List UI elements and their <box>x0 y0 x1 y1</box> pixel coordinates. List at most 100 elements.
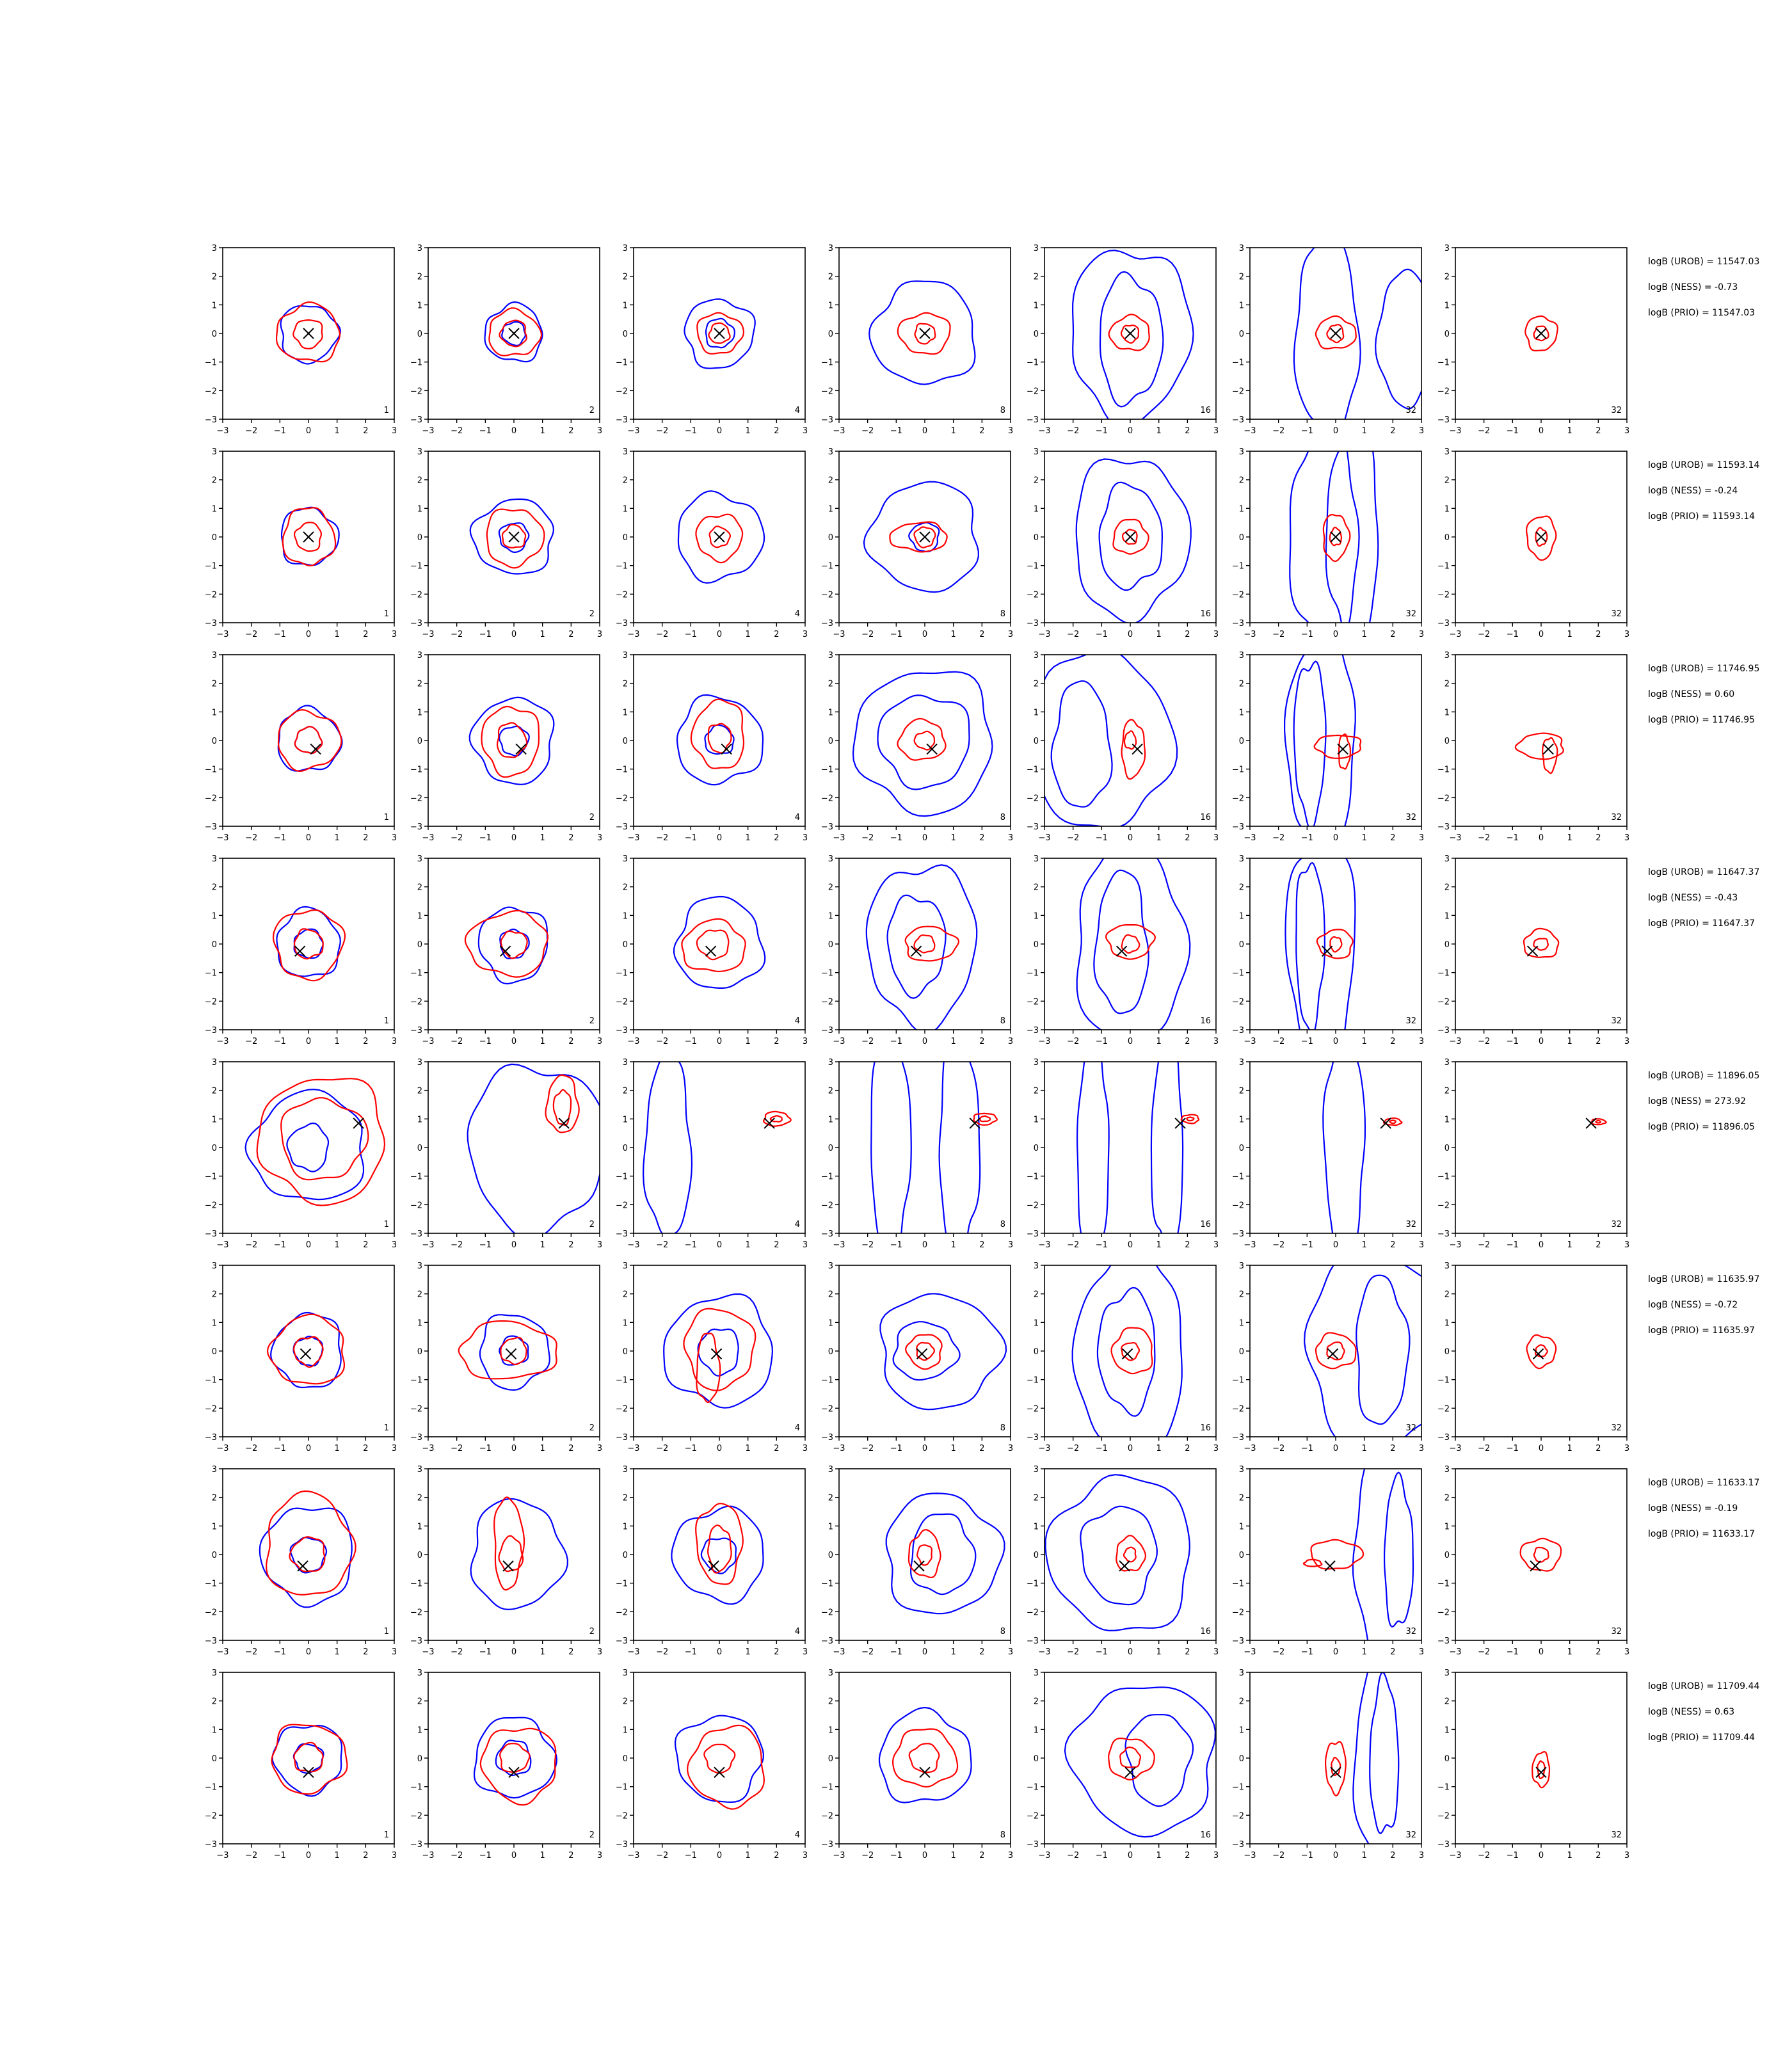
x-tick-label: 3 <box>597 1647 602 1657</box>
red-contour <box>293 1336 324 1368</box>
contours <box>1590 1118 1607 1126</box>
panel-r1-c5: −3 −2 −1 0 1 2 3 3 2 1 0 −1 −2 −3 16 <box>1027 244 1219 436</box>
true-value-marker <box>1337 743 1348 755</box>
y-tick-label: −1 <box>616 562 628 572</box>
y-tick-label: 0 <box>1034 533 1039 543</box>
x-tick-label: 3 <box>1624 833 1629 843</box>
y-tick-label: 2 <box>1239 680 1244 689</box>
x-tick-label: 0 <box>511 1647 516 1657</box>
y-tick-label: 1 <box>1239 911 1244 921</box>
red-contour <box>973 1112 998 1126</box>
x-tick-label: −1 <box>479 1037 492 1046</box>
x-tick-label: −3 <box>833 833 845 843</box>
x-tick-label: −1 <box>1301 630 1313 639</box>
panel-r1-c2: −3 −2 −1 0 1 2 3 3 2 1 0 −1 −2 −3 2 <box>410 244 602 436</box>
x-tick-label: 2 <box>979 1037 984 1046</box>
x-tick-label: 2 <box>363 426 368 436</box>
x-tick-label: 1 <box>1567 1037 1572 1046</box>
y-tick-label: −2 <box>410 590 422 600</box>
panel-label: 16 <box>1200 1423 1211 1433</box>
y-tick-label: 2 <box>417 680 422 689</box>
y-tick-label: −3 <box>1437 1840 1450 1850</box>
y-tick-label: 2 <box>212 1697 217 1707</box>
y-tick-label: −2 <box>1232 1608 1244 1617</box>
red-contour <box>1119 1746 1142 1768</box>
red-contour <box>1325 1741 1347 1796</box>
red-contour <box>501 524 527 548</box>
y-tick-label: −3 <box>1232 1229 1244 1239</box>
panel-label: 32 <box>1611 1220 1622 1229</box>
y-tick-label: 3 <box>1239 1465 1244 1475</box>
blue-contour <box>673 895 766 989</box>
y-tick-label: 3 <box>417 1465 422 1475</box>
y-tick-label: 0 <box>212 1754 217 1764</box>
y-tick-label: −1 <box>205 765 217 775</box>
y-tick-label: −1 <box>821 358 833 368</box>
x-tick-label: 1 <box>746 1851 751 1860</box>
y-tick-label: −3 <box>1232 1636 1244 1646</box>
y-tick-label: −2 <box>616 1608 628 1617</box>
x-tick-label: −3 <box>627 426 639 436</box>
y-tick-label: 1 <box>1444 1115 1450 1124</box>
y-tick-label: −1 <box>410 1172 422 1182</box>
panel-r2-c3: −3 −2 −1 0 1 2 3 3 2 1 0 −1 −2 −3 4 <box>616 447 808 639</box>
x-tick-label: 0 <box>1333 426 1338 436</box>
x-tick-label: 0 <box>511 630 516 639</box>
y-tick-label: 2 <box>417 883 422 893</box>
x-tick-label: −2 <box>1272 1037 1284 1046</box>
x-tick-label: 3 <box>803 630 808 639</box>
y-tick-label: −2 <box>1027 1201 1039 1210</box>
red-contour <box>1315 315 1357 350</box>
panel-label: 2 <box>589 1423 595 1433</box>
y-tick-label: 3 <box>1444 1668 1450 1678</box>
x-tick-label: 1 <box>335 1647 340 1657</box>
true-value-marker <box>558 1117 570 1129</box>
x-tick-label: 3 <box>1419 833 1424 843</box>
panel-label: 8 <box>1000 1016 1005 1026</box>
panel-r2-c5: −3 −2 −1 0 1 2 3 3 2 1 0 −1 −2 −3 16 <box>1027 447 1219 639</box>
y-tick-label: 1 <box>212 1522 217 1532</box>
y-tick-label: 3 <box>1239 447 1244 457</box>
y-tick-label: −3 <box>205 1636 217 1646</box>
y-tick-label: 2 <box>417 1697 422 1707</box>
y-tick-label: −2 <box>410 997 422 1007</box>
x-tick-label: 1 <box>540 1647 545 1657</box>
x-tick-label: −1 <box>274 426 286 436</box>
panel-r6-c4: −3 −2 −1 0 1 2 3 3 2 1 0 −1 −2 −3 8 <box>821 1261 1013 1453</box>
x-tick-label: 2 <box>1390 426 1395 436</box>
x-tick-label: 3 <box>1419 1240 1424 1250</box>
x-tick-label: 0 <box>1128 833 1133 843</box>
x-tick-label: −3 <box>422 1240 434 1250</box>
y-tick-label: −3 <box>205 415 217 425</box>
red-contour <box>897 717 947 761</box>
y-tick-label: 1 <box>1034 1725 1039 1735</box>
panel-label: 16 <box>1200 1627 1211 1636</box>
y-tick-label: 0 <box>1034 330 1039 339</box>
y-tick-label: 0 <box>623 1754 628 1764</box>
y-tick-label: 1 <box>1239 708 1244 717</box>
x-tick-label: −3 <box>1038 1444 1050 1453</box>
y-tick-label: 3 <box>1239 651 1244 660</box>
y-tick-label: 2 <box>1239 1290 1244 1300</box>
x-tick-label: 2 <box>1390 1851 1395 1860</box>
x-tick-label: 2 <box>1185 833 1190 843</box>
x-tick-label: 3 <box>1213 630 1219 639</box>
x-tick-label: −3 <box>422 426 434 436</box>
y-tick-label: 1 <box>623 1522 628 1532</box>
true-value-marker <box>1124 328 1136 339</box>
red-contour <box>904 1334 943 1370</box>
x-tick-label: −2 <box>861 426 874 436</box>
x-tick-label: −1 <box>685 1647 697 1657</box>
y-tick-label: 1 <box>828 911 833 921</box>
x-tick-label: 0 <box>306 630 311 639</box>
red-contour <box>1526 1334 1557 1370</box>
y-tick-label: 2 <box>828 1087 833 1096</box>
red-contour <box>1121 719 1146 780</box>
x-tick-label: 2 <box>979 1444 984 1453</box>
red-contour <box>1121 1342 1140 1361</box>
y-tick-label: 2 <box>828 680 833 689</box>
y-tick-label: −2 <box>1437 794 1450 803</box>
red-contour <box>479 1727 557 1806</box>
